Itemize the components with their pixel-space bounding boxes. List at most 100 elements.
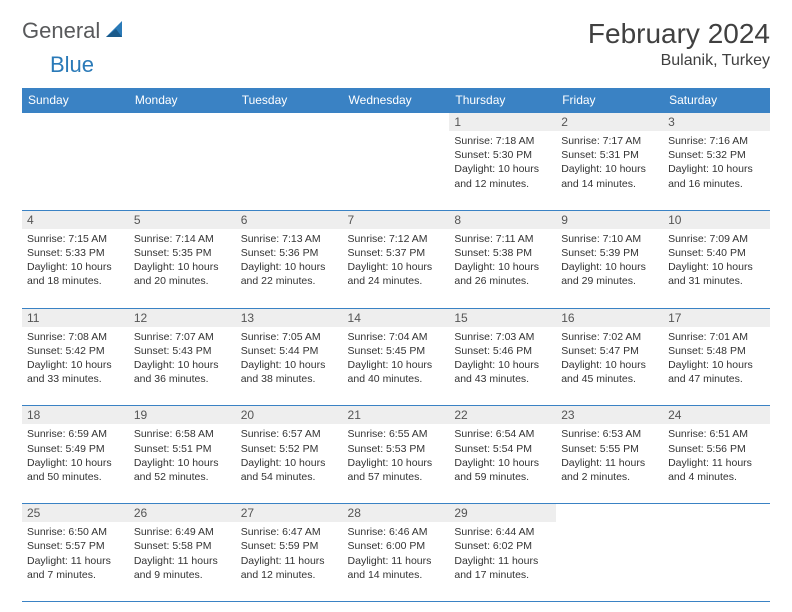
calendar-cell: 28Sunrise: 6:46 AMSunset: 6:00 PMDayligh… [343, 504, 450, 602]
sunrise-text: Sunrise: 6:55 AM [348, 427, 445, 441]
sunrise-text: Sunrise: 6:44 AM [454, 525, 551, 539]
day-details: Sunrise: 7:03 AMSunset: 5:46 PMDaylight:… [449, 327, 556, 391]
calendar-cell: 14Sunrise: 7:04 AMSunset: 5:45 PMDayligh… [343, 308, 450, 406]
sunset-text: Sunset: 6:00 PM [348, 539, 445, 553]
daylight-text: and 50 minutes. [27, 470, 124, 484]
daylight-text: Daylight: 11 hours [27, 554, 124, 568]
daylight-text: Daylight: 10 hours [454, 358, 551, 372]
sunset-text: Sunset: 5:37 PM [348, 246, 445, 260]
sunset-text: Sunset: 5:46 PM [454, 344, 551, 358]
daylight-text: and 16 minutes. [668, 177, 765, 191]
day-details: Sunrise: 6:49 AMSunset: 5:58 PMDaylight:… [129, 522, 236, 586]
sunrise-text: Sunrise: 7:04 AM [348, 330, 445, 344]
daylight-text: Daylight: 10 hours [561, 162, 658, 176]
brand-part2: Blue [50, 52, 94, 78]
calendar-cell: 6Sunrise: 7:13 AMSunset: 5:36 PMDaylight… [236, 210, 343, 308]
day-number-bar: 19 [129, 406, 236, 424]
calendar-cell: 13Sunrise: 7:05 AMSunset: 5:44 PMDayligh… [236, 308, 343, 406]
day-details: Sunrise: 7:12 AMSunset: 5:37 PMDaylight:… [343, 229, 450, 293]
daylight-text: Daylight: 10 hours [668, 358, 765, 372]
daylight-text: Daylight: 10 hours [348, 358, 445, 372]
daylight-text: Daylight: 10 hours [454, 162, 551, 176]
daylight-text: Daylight: 11 hours [561, 456, 658, 470]
daylight-text: Daylight: 10 hours [668, 260, 765, 274]
day-number-bar: 22 [449, 406, 556, 424]
day-number-bar: 8 [449, 211, 556, 229]
day-details: Sunrise: 7:15 AMSunset: 5:33 PMDaylight:… [22, 229, 129, 293]
sunrise-text: Sunrise: 6:47 AM [241, 525, 338, 539]
sunrise-text: Sunrise: 7:09 AM [668, 232, 765, 246]
day-number-bar: 2 [556, 113, 663, 131]
sunset-text: Sunset: 5:47 PM [561, 344, 658, 358]
sunrise-text: Sunrise: 6:53 AM [561, 427, 658, 441]
col-friday: Friday [556, 88, 663, 113]
daylight-text: and 29 minutes. [561, 274, 658, 288]
day-number-bar [663, 504, 770, 522]
daylight-text: and 2 minutes. [561, 470, 658, 484]
sunset-text: Sunset: 5:38 PM [454, 246, 551, 260]
sunrise-text: Sunrise: 6:51 AM [668, 427, 765, 441]
sunset-text: Sunset: 5:59 PM [241, 539, 338, 553]
daylight-text: Daylight: 11 hours [668, 456, 765, 470]
calendar-cell: 27 Sunrise: 6:47 AMSunset: 5:59 PMDayligh… [236, 504, 343, 602]
day-details: Sunrise: 7:09 AMSunset: 5:40 PMDaylight:… [663, 229, 770, 293]
sunset-text: Sunset: 5:42 PM [27, 344, 124, 358]
day-details: Sunrise: 7:04 AMSunset: 5:45 PMDaylight:… [343, 327, 450, 391]
daylight-text: Daylight: 11 hours [241, 554, 338, 568]
day-number-bar: 4 [22, 211, 129, 229]
daylight-text: and 14 minutes. [348, 568, 445, 582]
day-number-bar: 5 [129, 211, 236, 229]
day-number-bar: 7 [343, 211, 450, 229]
calendar-cell: 16Sunrise: 7:02 AMSunset: 5:47 PMDayligh… [556, 308, 663, 406]
calendar-week-row: 11Sunrise: 7:08 AMSunset: 5:42 PMDayligh… [22, 308, 770, 406]
daylight-text: and 26 minutes. [454, 274, 551, 288]
calendar-cell: 24 Sunrise: 6:51 AMSunset: 5:56 PMDayligh… [663, 406, 770, 504]
sunset-text: Sunset: 5:53 PM [348, 442, 445, 456]
day-number-bar: 10 [663, 211, 770, 229]
sunset-text: Sunset: 5:58 PM [134, 539, 231, 553]
sunrise-text: Sunrise: 7:18 AM [454, 134, 551, 148]
brand-logo-line2: Blue [22, 52, 770, 78]
sunset-text: Sunset: 6:02 PM [454, 539, 551, 553]
sunset-text: Sunset: 5:36 PM [241, 246, 338, 260]
calendar-cell: 12Sunrise: 7:07 AMSunset: 5:43 PMDayligh… [129, 308, 236, 406]
day-details: Sunrise: 7:01 AMSunset: 5:48 PMDaylight:… [663, 327, 770, 391]
daylight-text: Daylight: 10 hours [454, 456, 551, 470]
day-number-bar: 27 [236, 504, 343, 522]
sunset-text: Sunset: 5:51 PM [134, 442, 231, 456]
col-thursday: Thursday [449, 88, 556, 113]
sunrise-text: Sunrise: 7:10 AM [561, 232, 658, 246]
sunrise-text: Sunrise: 7:05 AM [241, 330, 338, 344]
sunset-text: Sunset: 5:30 PM [454, 148, 551, 162]
sunset-text: Sunset: 5:57 PM [27, 539, 124, 553]
sunset-text: Sunset: 5:56 PM [668, 442, 765, 456]
day-number-bar: 24 [663, 406, 770, 424]
day-details: Sunrise: 7:08 AMSunset: 5:42 PMDaylight:… [22, 327, 129, 391]
month-title: February 2024 [588, 18, 770, 50]
daylight-text: and 12 minutes. [241, 568, 338, 582]
daylight-text: Daylight: 10 hours [561, 358, 658, 372]
day-details: Sunrise: 7:11 AMSunset: 5:38 PMDaylight:… [449, 229, 556, 293]
daylight-text: and 4 minutes. [668, 470, 765, 484]
calendar-cell: 23Sunrise: 6:53 AMSunset: 5:55 PMDayligh… [556, 406, 663, 504]
day-details: Sunrise: 7:07 AMSunset: 5:43 PMDaylight:… [129, 327, 236, 391]
day-number-bar: 15 [449, 309, 556, 327]
day-number-bar: 26 [129, 504, 236, 522]
sunrise-text: Sunrise: 7:08 AM [27, 330, 124, 344]
sunrise-text: Sunrise: 7:03 AM [454, 330, 551, 344]
daylight-text: and 18 minutes. [27, 274, 124, 288]
day-number-bar: 6 [236, 211, 343, 229]
calendar-cell: 18Sunrise: 6:59 AMSunset: 5:49 PMDayligh… [22, 406, 129, 504]
calendar-cell: 4Sunrise: 7:15 AMSunset: 5:33 PMDaylight… [22, 210, 129, 308]
sunrise-text: Sunrise: 7:15 AM [27, 232, 124, 246]
daylight-text: and 45 minutes. [561, 372, 658, 386]
day-details: Sunrise: 6:54 AMSunset: 5:54 PMDaylight:… [449, 424, 556, 488]
calendar-cell: 9Sunrise: 7:10 AMSunset: 5:39 PMDaylight… [556, 210, 663, 308]
day-number-bar: 11 [22, 309, 129, 327]
col-tuesday: Tuesday [236, 88, 343, 113]
sunrise-text: Sunrise: 6:50 AM [27, 525, 124, 539]
calendar-cell: 1Sunrise: 7:18 AMSunset: 5:30 PMDaylight… [449, 113, 556, 211]
sunrise-text: Sunrise: 6:46 AM [348, 525, 445, 539]
sunset-text: Sunset: 5:33 PM [27, 246, 124, 260]
daylight-text: and 12 minutes. [454, 177, 551, 191]
